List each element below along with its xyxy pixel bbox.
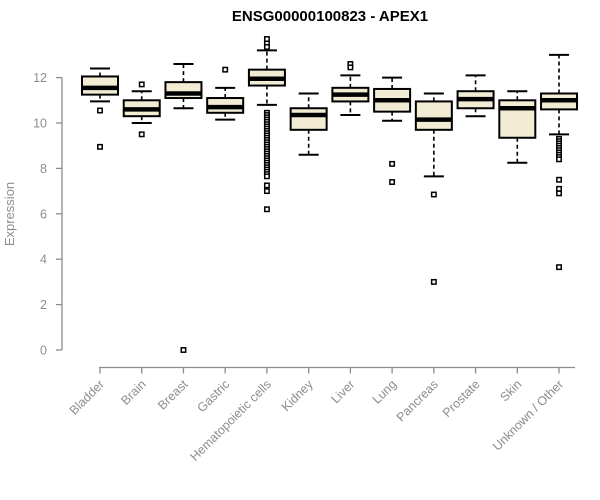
x-category-label: Lung bbox=[370, 377, 400, 407]
iqr-box bbox=[414, 100, 453, 131]
outlier-point bbox=[389, 179, 396, 185]
y-axis-label: Expression bbox=[2, 182, 17, 246]
outlier-point bbox=[389, 160, 396, 167]
iqr-box bbox=[81, 75, 119, 96]
outlier-point bbox=[97, 107, 103, 114]
y-tick-label: 12 bbox=[33, 71, 47, 85]
chart-title: ENSG00000100823 - APEX1 bbox=[232, 8, 428, 25]
x-category-label: Gastric bbox=[194, 377, 232, 415]
x-category-label: Skin bbox=[497, 377, 524, 404]
outlier-point bbox=[556, 190, 562, 197]
outlier-point bbox=[263, 44, 270, 50]
x-category-label: Liver bbox=[328, 377, 357, 406]
x-category-label: Bladder bbox=[67, 377, 107, 417]
iqr-box bbox=[498, 99, 537, 139]
outlier-point bbox=[556, 176, 562, 183]
outlier-point bbox=[263, 206, 270, 213]
x-category-label: Brain bbox=[118, 377, 149, 408]
outlier-point bbox=[430, 191, 437, 198]
outlier-point bbox=[347, 64, 354, 71]
x-category-label: Breast bbox=[155, 377, 191, 413]
x-category-label: Unknown / Other bbox=[490, 377, 566, 453]
y-tick-label: 6 bbox=[40, 207, 47, 221]
outlier-point bbox=[263, 173, 270, 180]
x-category-label: Pancreas bbox=[394, 377, 441, 424]
outlier-point bbox=[556, 185, 562, 192]
plot-area: 0 2 4 6 8 10 12 Bladder Brain Breast GastricHemato… bbox=[33, 36, 579, 464]
x-category-label: Prostate bbox=[440, 377, 483, 420]
outlier-point bbox=[138, 131, 145, 138]
x-category-label: Hematopoietic cells bbox=[187, 377, 274, 464]
y-tick-label: 2 bbox=[40, 298, 47, 312]
outlier-point bbox=[138, 81, 145, 88]
outlier-point bbox=[263, 188, 270, 195]
y-tick-label: 10 bbox=[33, 117, 47, 131]
y-tick-label: 0 bbox=[40, 344, 47, 358]
y-tick-label: 8 bbox=[40, 162, 47, 176]
iqr-box bbox=[289, 107, 328, 131]
outlier-point bbox=[97, 143, 103, 150]
y-tick-label: 4 bbox=[40, 253, 47, 267]
outlier-point bbox=[263, 36, 270, 42]
outlier-point bbox=[556, 156, 562, 163]
outlier-point bbox=[430, 278, 437, 285]
outlier-point bbox=[263, 182, 270, 189]
x-category-label: Kidney bbox=[279, 377, 316, 414]
outlier-point bbox=[556, 264, 562, 271]
outlier-point bbox=[180, 347, 187, 353]
outlier-point bbox=[222, 66, 229, 73]
